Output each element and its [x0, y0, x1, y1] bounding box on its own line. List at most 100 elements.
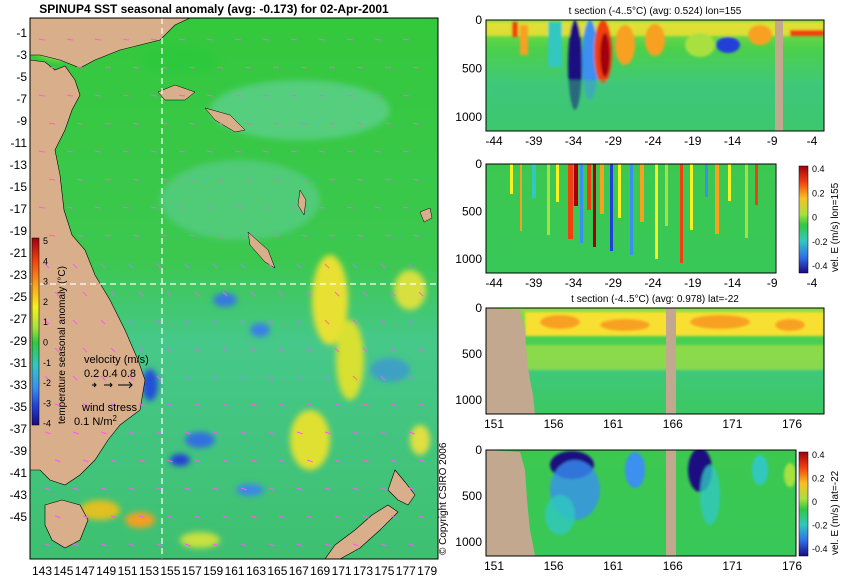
wind-arrow [100, 319, 106, 325]
wind-arrow [362, 347, 368, 353]
velocity-stripe [556, 164, 559, 202]
wind-arrow [268, 263, 274, 269]
panel2-x-tick: -4 [807, 276, 818, 290]
wind-arrow [375, 94, 382, 97]
lat-tick-label: -13 [10, 158, 28, 172]
panel2-x-tick: -9 [767, 276, 778, 290]
wind-arrow [408, 487, 415, 491]
lon-tick-label: 159 [203, 564, 223, 578]
wind-arrow [418, 291, 424, 297]
wind-arrow [72, 543, 79, 547]
map-lat-ticks: -1 -3 -5 -7 -9 -11 -13 -15 -17 -19 -21 -23 -25 -27 -29… [10, 26, 28, 524]
wind-arrow [385, 66, 392, 69]
lat-tick-label: -1 [16, 26, 27, 40]
wind-arrow [352, 263, 358, 269]
tasmania-landmass [44, 499, 89, 549]
lon-tick-label: 151 [118, 564, 138, 578]
wind-arrow [413, 234, 420, 237]
wind-arrow [77, 234, 84, 237]
lon-tick-label: 163 [246, 564, 266, 578]
wind-arrow [268, 543, 275, 547]
wind-arrow [105, 234, 112, 237]
wind-arrow [77, 178, 84, 181]
wind-arrow [403, 38, 410, 41]
wind-arrow [138, 291, 144, 297]
velocity-stripe [640, 164, 644, 222]
wind-arrow [77, 66, 84, 69]
panel4-frame [485, 449, 797, 557]
wind-arrow [156, 263, 162, 269]
wind-arrow [110, 347, 116, 353]
wind-arrow [347, 206, 354, 209]
map-lon-ticks: 143 145 147 149 151 153 155 157 159 161 163 165 167 1… [32, 564, 438, 578]
velocity-colorbar-tick: -0.4 [812, 544, 828, 554]
wind-arrow [179, 94, 186, 97]
lon-tick-label: 149 [96, 564, 116, 578]
velocity-colorbar-tick: 0.2 [812, 474, 825, 484]
wind-arrow [273, 234, 280, 237]
wind-arrow [319, 150, 326, 153]
velocity-stripe [600, 164, 604, 214]
velocity-stripe [618, 164, 621, 218]
copyright-notice: © Copyright CSIRO 2006 [438, 442, 449, 555]
panel4-y-tick: 500 [462, 489, 482, 503]
wind-arrow [138, 403, 145, 407]
lat-tick-label: -7 [16, 92, 27, 106]
wind-arrow [212, 487, 219, 491]
wind-arrow [44, 431, 51, 435]
wind-arrow [306, 459, 313, 463]
wind-arrow [184, 487, 191, 491]
panel2-x-tick: -44 [485, 276, 503, 290]
lat-tick-label: -15 [10, 180, 28, 194]
wind-arrow [49, 178, 56, 181]
wind-arrow [278, 515, 285, 519]
velocity-colorbar-tick: -0.4 [812, 261, 828, 271]
wind-arrow [39, 150, 46, 153]
wind-arrow [67, 206, 74, 209]
velocity-colorbar-tick: 0 [812, 497, 817, 507]
wind-arrow [385, 122, 392, 125]
panel2-x-tick: -14 [724, 276, 742, 290]
wind-arrow [240, 431, 247, 435]
wind-arrow [278, 347, 284, 353]
panel2-x-tick: -29 [605, 276, 623, 290]
wind-arrow [105, 122, 112, 125]
panel2-colorbar-label: vel. E (m/s) lon=155 [830, 182, 841, 272]
wind-arrow [291, 206, 298, 209]
wind-arrow [278, 459, 285, 463]
wind-arrow [189, 178, 196, 181]
wind-arrow [413, 66, 420, 69]
wind-arrow [352, 543, 359, 547]
wind-arrow [347, 150, 354, 153]
lon-tick-label: 169 [310, 564, 330, 578]
wind-arrow [306, 515, 313, 519]
wind-arrow [273, 178, 280, 181]
wind-arrow [44, 375, 50, 381]
panel1-x-tick: -24 [644, 134, 662, 148]
wind-arrow [268, 487, 275, 491]
wind-arrow [100, 375, 106, 381]
new-zealand-landmass [324, 469, 416, 559]
wind-arrow [324, 543, 331, 547]
wind-arrow [375, 38, 382, 41]
sst-colorbar-label: temperature seasonal anomaly (°C) [57, 266, 68, 424]
wind-arrow [357, 66, 364, 69]
wind-arrow [296, 375, 302, 381]
velocity-colorbar-tick: 0 [812, 213, 817, 223]
wind-arrow [403, 94, 410, 97]
wind-arrow [319, 94, 326, 97]
wind-arrow [268, 431, 275, 435]
velocity-stripe [574, 164, 578, 206]
wind-arrow [54, 515, 61, 519]
wind-arrow [240, 263, 246, 269]
wind-arrow [194, 403, 201, 407]
velocity-colorbar-tick: 0.4 [812, 164, 825, 174]
wind-arrow [291, 38, 298, 41]
wind-arrow [39, 38, 46, 41]
wind-arrow [133, 234, 140, 237]
wind-arrow [67, 38, 74, 41]
wind-arrow [334, 347, 340, 353]
lon-tick-label: 177 [396, 564, 416, 578]
wind-arrow [408, 263, 414, 269]
